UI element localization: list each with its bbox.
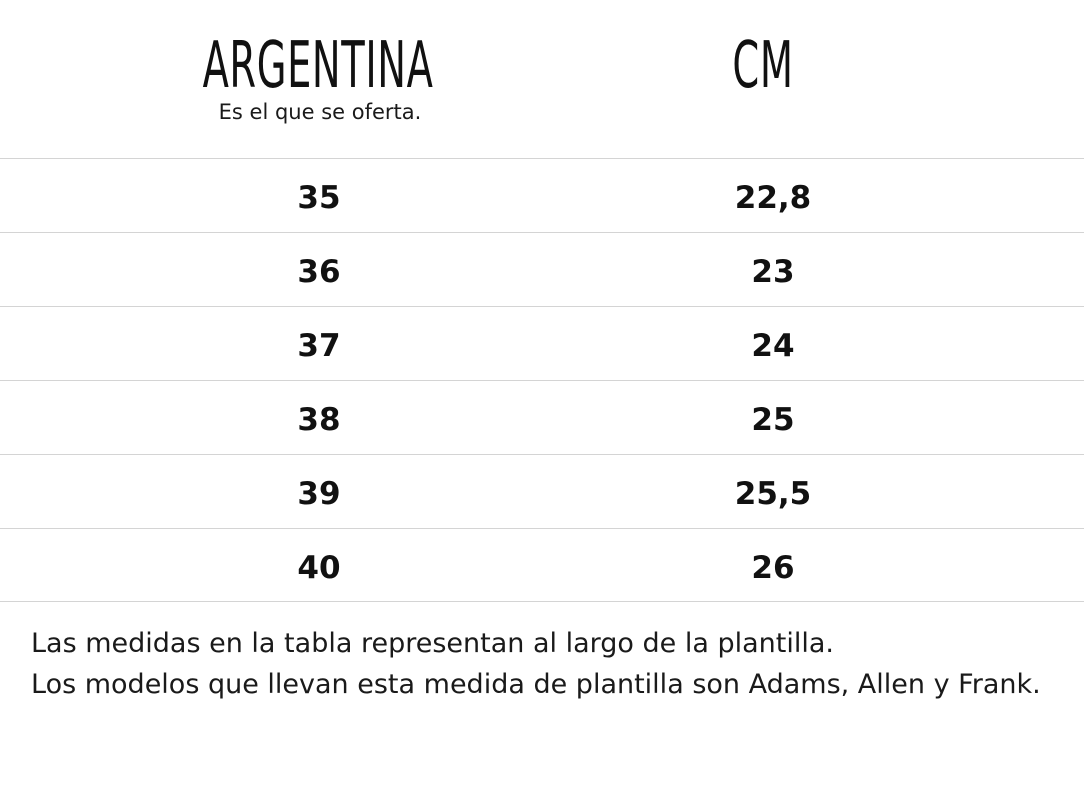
size-argentina-cell: 35	[297, 180, 341, 216]
table-row: 39 25,5	[0, 454, 1084, 528]
table-row: 37 24	[0, 306, 1084, 380]
size-table: 35 22,8 36 23 37 24 38 25 39 25,5 40 26	[0, 158, 1084, 602]
notes: Las medidas en la tabla representan al l…	[31, 623, 1061, 705]
size-argentina-cell: 38	[297, 402, 341, 438]
size-cm-cell: 26	[751, 550, 795, 586]
size-cm-cell: 24	[751, 328, 795, 364]
size-cm-cell: 25	[751, 402, 795, 438]
note-line-measurements: Las medidas en la tabla representan al l…	[31, 628, 834, 659]
table-row: 38 25	[0, 380, 1084, 454]
size-cm-cell: 25,5	[734, 476, 812, 512]
table-row: 40 26	[0, 528, 1084, 602]
column-subtitle-argentina: Es el que se oferta.	[218, 100, 422, 124]
size-argentina-cell: 36	[297, 254, 341, 290]
column-title-argentina: ARGENTINA	[202, 29, 434, 103]
table-header: ARGENTINA Es el que se oferta. CM	[0, 0, 1084, 158]
table-row: 35 22,8	[0, 158, 1084, 232]
size-argentina-cell: 40	[297, 550, 341, 586]
column-title-cm: CM	[732, 29, 794, 103]
size-argentina-cell: 37	[297, 328, 341, 364]
size-cm-cell: 23	[751, 254, 795, 290]
note-line-models: Los modelos que llevan esta medida de pl…	[31, 669, 1041, 700]
table-row: 36 23	[0, 232, 1084, 306]
size-cm-cell: 22,8	[734, 180, 812, 216]
size-argentina-cell: 39	[297, 476, 341, 512]
